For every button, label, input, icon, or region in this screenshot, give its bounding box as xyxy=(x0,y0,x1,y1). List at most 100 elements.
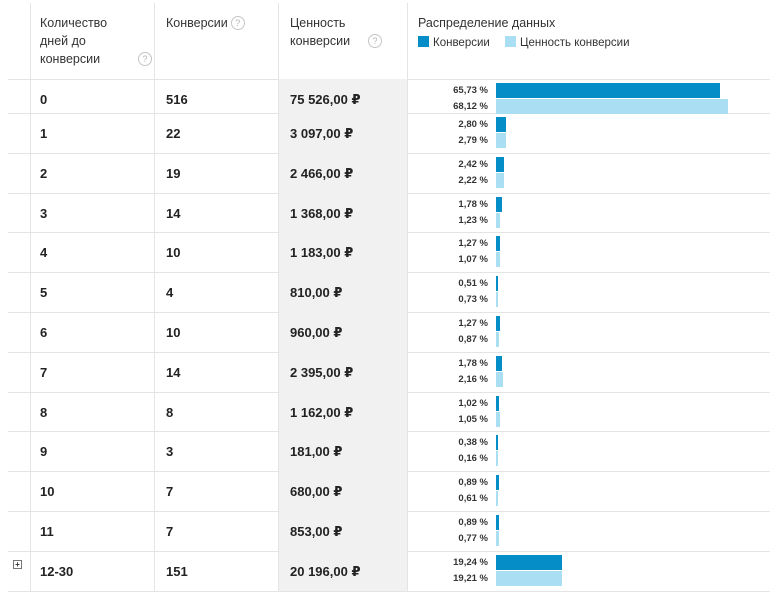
value-cell: 75 526,00 ₽ xyxy=(279,79,408,113)
conversions-percent: 1,27 % xyxy=(458,318,488,329)
conversions-bar xyxy=(496,435,498,451)
distribution-cell: 0,38 % 0,16 % xyxy=(408,431,770,471)
conversions-bar xyxy=(496,316,501,331)
conversions-bar xyxy=(496,83,721,98)
legend-value-swatch xyxy=(505,36,517,47)
conversions-cell: 151 xyxy=(155,550,279,591)
row-toggle-cell xyxy=(8,312,31,352)
conversions-bar xyxy=(496,276,498,292)
value-bar xyxy=(496,292,499,308)
days-cell: 12-30 xyxy=(31,550,155,591)
value-percent: 68,12 % xyxy=(453,101,488,112)
value-cell: 853,00 ₽ xyxy=(279,511,408,551)
distribution-cell: 1,78 % 1,23 % xyxy=(408,193,770,233)
legend-conversions-label: Конверсии xyxy=(433,37,490,49)
distribution-cell: 0,89 % 0,77 % xyxy=(408,511,770,551)
conversions-percent: 0,89 % xyxy=(458,517,488,528)
value-bar xyxy=(496,332,499,347)
value-percent: 19,21 % xyxy=(453,572,488,584)
row-toggle-cell xyxy=(8,391,31,432)
days-cell: 9 xyxy=(31,431,155,472)
header-value[interactable]: Ценность конверсии? xyxy=(279,3,408,79)
header-value-label: Ценность конверсии xyxy=(290,16,351,48)
value-cell: 3 097,00 ₽ xyxy=(279,113,408,153)
row-toggle-cell xyxy=(8,471,31,511)
legend-conversions-swatch xyxy=(418,36,429,47)
table-row: 0 516 75 526,00 ₽ 65,73 % 68,12 % xyxy=(8,79,770,114)
conversions-bar xyxy=(496,156,505,172)
table-row: 4 10 1 183,00 ₽ 1,27 % 1,07 % xyxy=(8,232,770,274)
help-icon[interactable]: ? xyxy=(230,16,245,30)
conversions-bar xyxy=(496,515,500,530)
days-cell: 8 xyxy=(31,391,155,432)
conversions-cell: 10 xyxy=(155,312,279,352)
header-conversions-label: Конверсии xyxy=(166,16,228,30)
value-bar xyxy=(496,172,504,188)
conversions-percent: 65,73 % xyxy=(453,85,488,96)
value-percent: 0,77 % xyxy=(458,533,488,544)
value-bar xyxy=(496,371,504,387)
value-percent: 1,05 % xyxy=(458,413,488,425)
value-bar xyxy=(496,252,500,268)
value-cell: 960,00 ₽ xyxy=(279,312,408,352)
value-percent: 0,87 % xyxy=(458,334,488,345)
conversions-percent: 0,51 % xyxy=(458,278,488,290)
conversions-cell: 3 xyxy=(155,431,279,472)
expand-icon[interactable]: + xyxy=(13,559,22,569)
value-cell: 2 395,00 ₽ xyxy=(279,351,408,392)
conversions-cell: 22 xyxy=(155,113,279,153)
table-row: 10 7 680,00 ₽ 0,89 % 0,61 % xyxy=(8,471,770,512)
conversions-percent: 0,89 % xyxy=(458,477,488,489)
header-distribution-label: Распределение данных xyxy=(418,16,556,30)
conversions-bar xyxy=(496,196,503,212)
conversions-bar xyxy=(496,554,562,570)
distribution-cell: 1,27 % 1,07 % xyxy=(408,232,770,272)
conversions-cell: 14 xyxy=(155,351,279,392)
days-cell: 11 xyxy=(31,511,155,551)
conversions-percent: 1,02 % xyxy=(458,397,488,409)
value-bar xyxy=(496,99,729,114)
value-percent: 1,07 % xyxy=(458,254,488,266)
conversions-cell: 4 xyxy=(155,272,279,312)
table-row: 3 14 1 368,00 ₽ 1,78 % 1,23 % xyxy=(8,192,770,234)
value-percent: 0,16 % xyxy=(458,453,488,465)
conversions-cell: 19 xyxy=(155,152,279,193)
table-row: 1 22 3 097,00 ₽ 2,80 % 2,79 % xyxy=(8,113,770,154)
row-toggle-cell xyxy=(8,79,31,113)
help-icon[interactable]: ? xyxy=(138,52,152,66)
days-cell: 5 xyxy=(31,272,155,312)
header-days[interactable]: Количество дней до конверсии? xyxy=(31,3,155,79)
conversions-cell: 7 xyxy=(155,511,279,551)
conversions-cell: 10 xyxy=(155,232,279,273)
value-percent: 2,16 % xyxy=(458,373,488,385)
distribution-cell: 0,51 % 0,73 % xyxy=(408,272,770,312)
legend: Конверсии Ценность конверсии xyxy=(418,34,770,52)
legend-value-label: Ценность конверсии xyxy=(520,37,630,49)
value-bar xyxy=(496,570,562,586)
days-cell: 7 xyxy=(31,351,155,392)
days-cell: 10 xyxy=(31,471,155,511)
table-row: 2 19 2 466,00 ₽ 2,42 % 2,22 % xyxy=(8,152,770,194)
row-toggle-cell xyxy=(8,511,31,551)
header-distribution: Распределение данных Конверсии Ценность … xyxy=(408,3,770,79)
value-bar xyxy=(496,531,499,546)
row-toggle-cell[interactable]: + xyxy=(8,550,31,591)
help-icon[interactable]: ? xyxy=(368,34,382,48)
conversions-cell: 14 xyxy=(155,192,279,233)
days-cell: 0 xyxy=(31,79,155,113)
table-row: 7 14 2 395,00 ₽ 1,78 % 2,16 % xyxy=(8,351,770,393)
row-toggle-cell xyxy=(8,232,31,273)
header-conversions[interactable]: Конверсии? xyxy=(155,3,279,79)
value-cell: 20 196,00 ₽ xyxy=(279,550,408,591)
row-toggle-cell xyxy=(8,113,31,153)
distribution-cell: 65,73 % 68,12 % xyxy=(408,79,770,114)
distribution-cell: 2,80 % 2,79 % xyxy=(408,113,770,153)
days-cell: 6 xyxy=(31,312,155,352)
value-cell: 1 162,00 ₽ xyxy=(279,391,408,432)
table-row: 9 3 181,00 ₽ 0,38 % 0,16 % xyxy=(8,431,770,473)
conversions-percent: 0,38 % xyxy=(458,437,488,449)
header-spacer xyxy=(8,3,31,79)
table-row: 6 10 960,00 ₽ 1,27 % 0,87 % xyxy=(8,312,770,353)
table-header: Количество дней до конверсии? Конверсии?… xyxy=(8,3,770,80)
